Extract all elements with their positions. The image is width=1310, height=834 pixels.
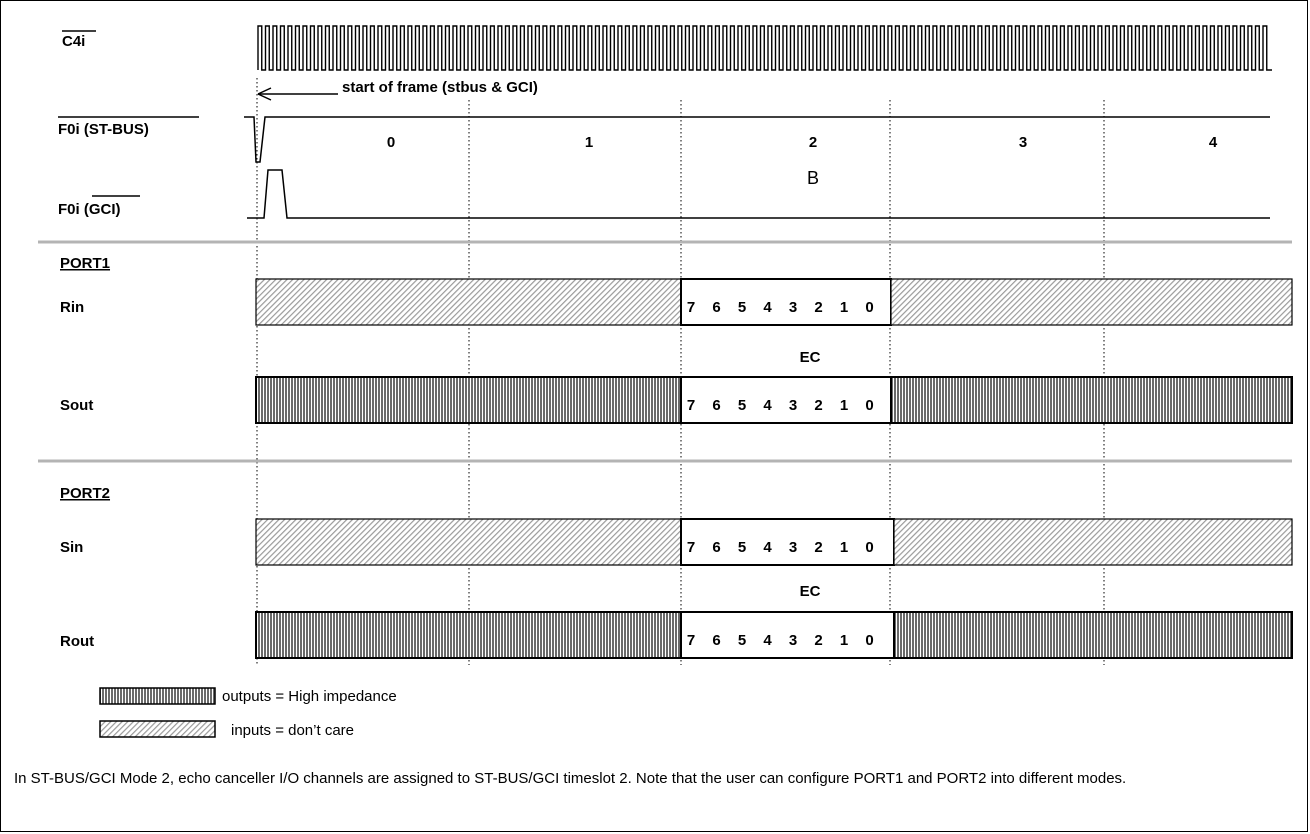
rin-label: Rin	[60, 299, 84, 316]
f0i-gci-label: F0i (GCI)	[58, 201, 121, 218]
legend-inputs-label: inputs = don’t care	[231, 722, 354, 739]
f0i-gci-suffix: (GCI)	[84, 201, 121, 218]
bit-label: 6	[712, 632, 720, 649]
rout-label: Rout	[60, 633, 94, 650]
sin-label: Sin	[60, 539, 83, 556]
port2-title: PORT2	[60, 485, 110, 502]
bit-label: 2	[814, 632, 822, 649]
bit-label: 4	[763, 539, 772, 556]
bit-label: 0	[865, 632, 873, 649]
figure-caption: In ST-BUS/GCI Mode 2, echo canceller I/O…	[14, 770, 1127, 787]
bit-label: 6	[712, 299, 720, 316]
timeslot-b-label: B	[807, 168, 819, 188]
bit-label: 4	[763, 299, 772, 316]
arrow-head-icon	[257, 87, 272, 101]
bit-label: 0	[865, 397, 873, 414]
bit-label: 5	[738, 397, 746, 414]
bit-label: 5	[738, 299, 746, 316]
bit-label: 3	[789, 397, 797, 414]
bit-label: 1	[840, 539, 848, 556]
sout-high-impedance-tail	[890, 376, 1293, 424]
sin-dont-care-tail	[893, 518, 1293, 566]
bit-label: 5	[738, 539, 746, 556]
sout-data-bits	[680, 376, 892, 424]
bit-label: 0	[865, 539, 873, 556]
sin-dont-care-lead	[255, 518, 682, 566]
bit-label: 6	[712, 539, 720, 556]
bit-label: 7	[687, 539, 695, 556]
port1-title: PORT1	[60, 255, 110, 272]
bit-label: 1	[840, 299, 848, 316]
sout-label: Sout	[60, 397, 93, 414]
bit-label: 6	[712, 397, 720, 414]
bit-label: 7	[687, 299, 695, 316]
bit-label: 3	[789, 299, 797, 316]
timeslot-3-label: 3	[1019, 134, 1027, 151]
bit-label: 7	[687, 397, 695, 414]
bit-label: 4	[763, 632, 772, 649]
start-of-frame-label: start of frame (stbus & GCI)	[342, 79, 538, 96]
f0i-stbus-label: F0i (ST-BUS)	[58, 121, 149, 138]
timeslot-2-label: 2	[809, 134, 817, 151]
port2-ec-label: EC	[800, 583, 821, 600]
bit-label: 5	[738, 632, 746, 649]
rout-high-impedance-lead	[255, 611, 682, 659]
sin-data-bits	[680, 518, 895, 566]
bit-label: 2	[814, 397, 822, 414]
bit-label: 4	[763, 397, 772, 414]
rin-dont-care-lead	[255, 278, 682, 326]
f0i-gci-prefix: F0i	[58, 201, 84, 218]
bit-label: 0	[865, 299, 873, 316]
bit-label: 7	[687, 632, 695, 649]
legend-outputs-label: outputs = High impedance	[222, 688, 397, 705]
f0i-gci-waveform	[247, 169, 1270, 219]
port1-ec-label: EC	[800, 349, 821, 366]
c4i-clock-waveform	[257, 25, 1272, 71]
c4i-label: C4i	[62, 33, 85, 50]
timing-diagram: C4i F0i (ST-BUS) F0i (GCI) start of fram…	[38, 25, 1293, 739]
bit-label: 2	[814, 299, 822, 316]
legend-dont-care-swatch	[99, 720, 216, 738]
rin-dont-care-tail	[890, 278, 1293, 326]
timeslot-1-label: 1	[585, 134, 593, 151]
legend-high-impedance-swatch	[99, 687, 216, 705]
bit-label: 2	[814, 539, 822, 556]
bit-label: 1	[840, 632, 848, 649]
bit-label: 3	[789, 539, 797, 556]
rout-high-impedance-tail	[893, 611, 1293, 659]
timeslot-4-label: 4	[1209, 134, 1218, 151]
f0i-stbus-waveform	[244, 116, 1270, 163]
sout-high-impedance-lead	[255, 376, 682, 424]
timeslot-0-label: 0	[387, 134, 395, 151]
bit-label: 1	[840, 397, 848, 414]
rout-data-bits	[680, 611, 895, 659]
timeslot-boundaries	[256, 78, 1105, 665]
bit-label: 3	[789, 632, 797, 649]
